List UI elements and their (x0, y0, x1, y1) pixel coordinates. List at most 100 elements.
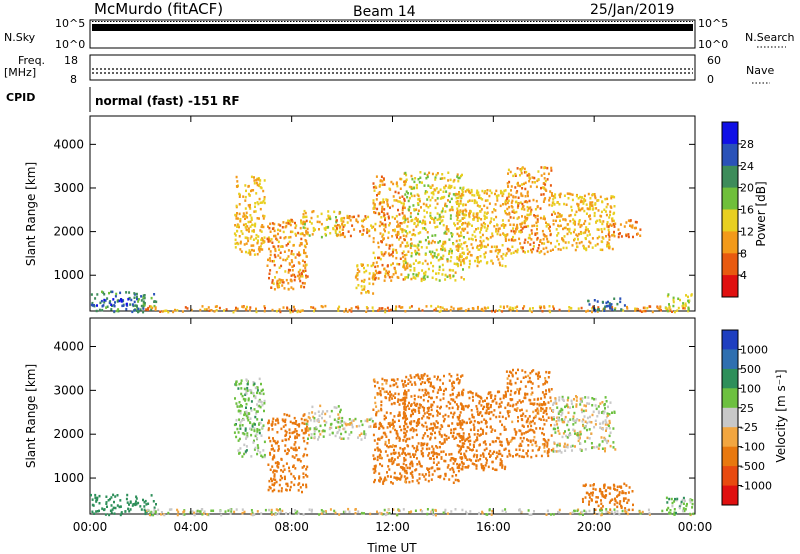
heatmap-cell (469, 448, 472, 451)
heatmap-cell (563, 442, 566, 446)
heatmap-cell (476, 436, 479, 439)
heatmap-cell (142, 310, 145, 314)
heatmap-cell (273, 475, 276, 478)
heatmap-cell (137, 307, 140, 311)
heatmap-cell (160, 513, 162, 516)
heatmap-cell (337, 405, 340, 408)
heatmap-cell (527, 374, 530, 378)
heatmap-cell (279, 224, 282, 227)
heatmap-cell (277, 421, 280, 425)
heatmap-cell (484, 399, 486, 402)
heatmap-cell (135, 497, 138, 500)
nsearch-tick-top: 10^5 (698, 17, 728, 30)
heatmap-cell (246, 432, 249, 435)
heatmap-cell (433, 220, 436, 223)
heatmap-cell (153, 300, 156, 303)
heatmap-cell (274, 234, 277, 238)
heatmap-cell (578, 433, 581, 437)
heatmap-cell (552, 201, 555, 204)
heatmap-cell (223, 309, 225, 312)
heatmap-cell (566, 443, 569, 447)
heatmap-cell (418, 460, 421, 464)
heatmap-cell (594, 309, 597, 313)
heatmap-cell (543, 252, 546, 256)
heatmap-cell (568, 214, 571, 218)
heatmap-cell (434, 514, 437, 517)
heatmap-cell (150, 308, 153, 311)
heatmap-cell (533, 435, 536, 439)
heatmap-cell (517, 202, 519, 206)
heatmap-cell (399, 509, 401, 513)
heatmap-cell (514, 306, 517, 309)
heatmap-cell (253, 429, 256, 432)
heatmap-cell (344, 510, 347, 513)
heatmap-cell (506, 377, 509, 380)
heatmap-cell (380, 175, 383, 178)
heatmap-cell (467, 221, 470, 224)
heatmap-cell (605, 205, 608, 209)
heatmap-cell (461, 228, 464, 231)
heatmap-cell (577, 204, 580, 208)
heatmap-cell (488, 508, 491, 511)
heatmap-cell (118, 299, 121, 303)
heatmap-cell (410, 174, 413, 178)
heatmap-cell (250, 428, 253, 431)
heatmap-cell (613, 225, 616, 228)
heatmap-cell (435, 173, 438, 177)
heatmap-cell (399, 243, 402, 247)
heatmap-cell (393, 420, 396, 424)
heatmap-cell (561, 420, 564, 424)
heatmap-cell (277, 228, 279, 232)
heatmap-cell (490, 404, 492, 407)
heatmap-cell (509, 404, 512, 407)
heatmap-cell (357, 307, 360, 310)
heatmap-cell (396, 233, 399, 236)
heatmap-cell (620, 308, 623, 311)
heatmap-cell (374, 448, 377, 452)
heatmap-cell (131, 303, 134, 306)
heatmap-cell (470, 237, 473, 241)
heatmap-cell (609, 304, 612, 307)
heatmap-cell (319, 433, 322, 436)
heatmap-cell (407, 444, 410, 448)
heatmap-cell (269, 453, 272, 456)
heatmap-cell (253, 176, 255, 179)
heatmap-cell (553, 418, 555, 421)
heatmap-cell (279, 256, 282, 260)
heatmap-cell (434, 226, 437, 229)
heatmap-cell (443, 176, 446, 180)
heatmap-cell (607, 439, 610, 443)
heatmap-cell (450, 428, 453, 432)
heatmap-cell (271, 281, 274, 284)
heatmap-cell (300, 417, 303, 421)
heatmap-cell (402, 439, 405, 442)
heatmap-cell (252, 392, 255, 395)
heatmap-cell (271, 227, 274, 230)
heatmap-cell (440, 450, 443, 454)
heatmap-cell (330, 426, 333, 429)
heatmap-cell (399, 399, 402, 402)
heatmap-cell (390, 279, 393, 282)
heatmap-cell (469, 443, 472, 446)
heatmap-cell (411, 218, 414, 222)
heatmap-cell (556, 201, 559, 204)
heatmap-cell (437, 388, 440, 392)
heatmap-cell (524, 375, 527, 379)
heatmap-cell (418, 462, 421, 466)
heatmap-cell (478, 196, 480, 199)
heatmap-cell (356, 268, 359, 271)
heatmap-cell (497, 452, 500, 456)
heatmap-cell (363, 512, 365, 515)
heatmap-cell (133, 308, 136, 312)
heatmap-cell (559, 192, 562, 196)
heatmap-cell (529, 371, 532, 375)
heatmap-cell (523, 305, 526, 308)
heatmap-cell (388, 423, 391, 426)
heatmap-cell (296, 436, 298, 439)
heatmap-cell (144, 511, 147, 514)
heatmap-cell (256, 386, 258, 389)
heatmap-cell (282, 281, 285, 284)
heatmap-cell (390, 393, 393, 396)
heatmap-cell (485, 402, 488, 406)
heatmap-cell (506, 201, 509, 205)
